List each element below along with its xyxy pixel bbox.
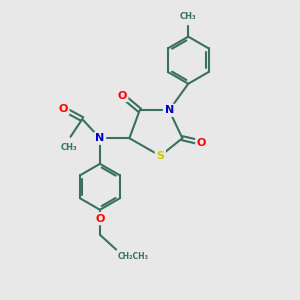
Text: S: S (156, 151, 164, 161)
Text: CH₂CH₃: CH₂CH₃ (118, 253, 148, 262)
Text: O: O (95, 214, 105, 224)
Text: O: O (117, 91, 127, 100)
Text: N: N (164, 105, 174, 115)
Text: CH₃: CH₃ (180, 12, 196, 21)
Text: O: O (197, 138, 206, 148)
Text: N: N (95, 133, 105, 143)
Text: CH₃: CH₃ (61, 143, 77, 152)
Text: O: O (58, 104, 68, 114)
